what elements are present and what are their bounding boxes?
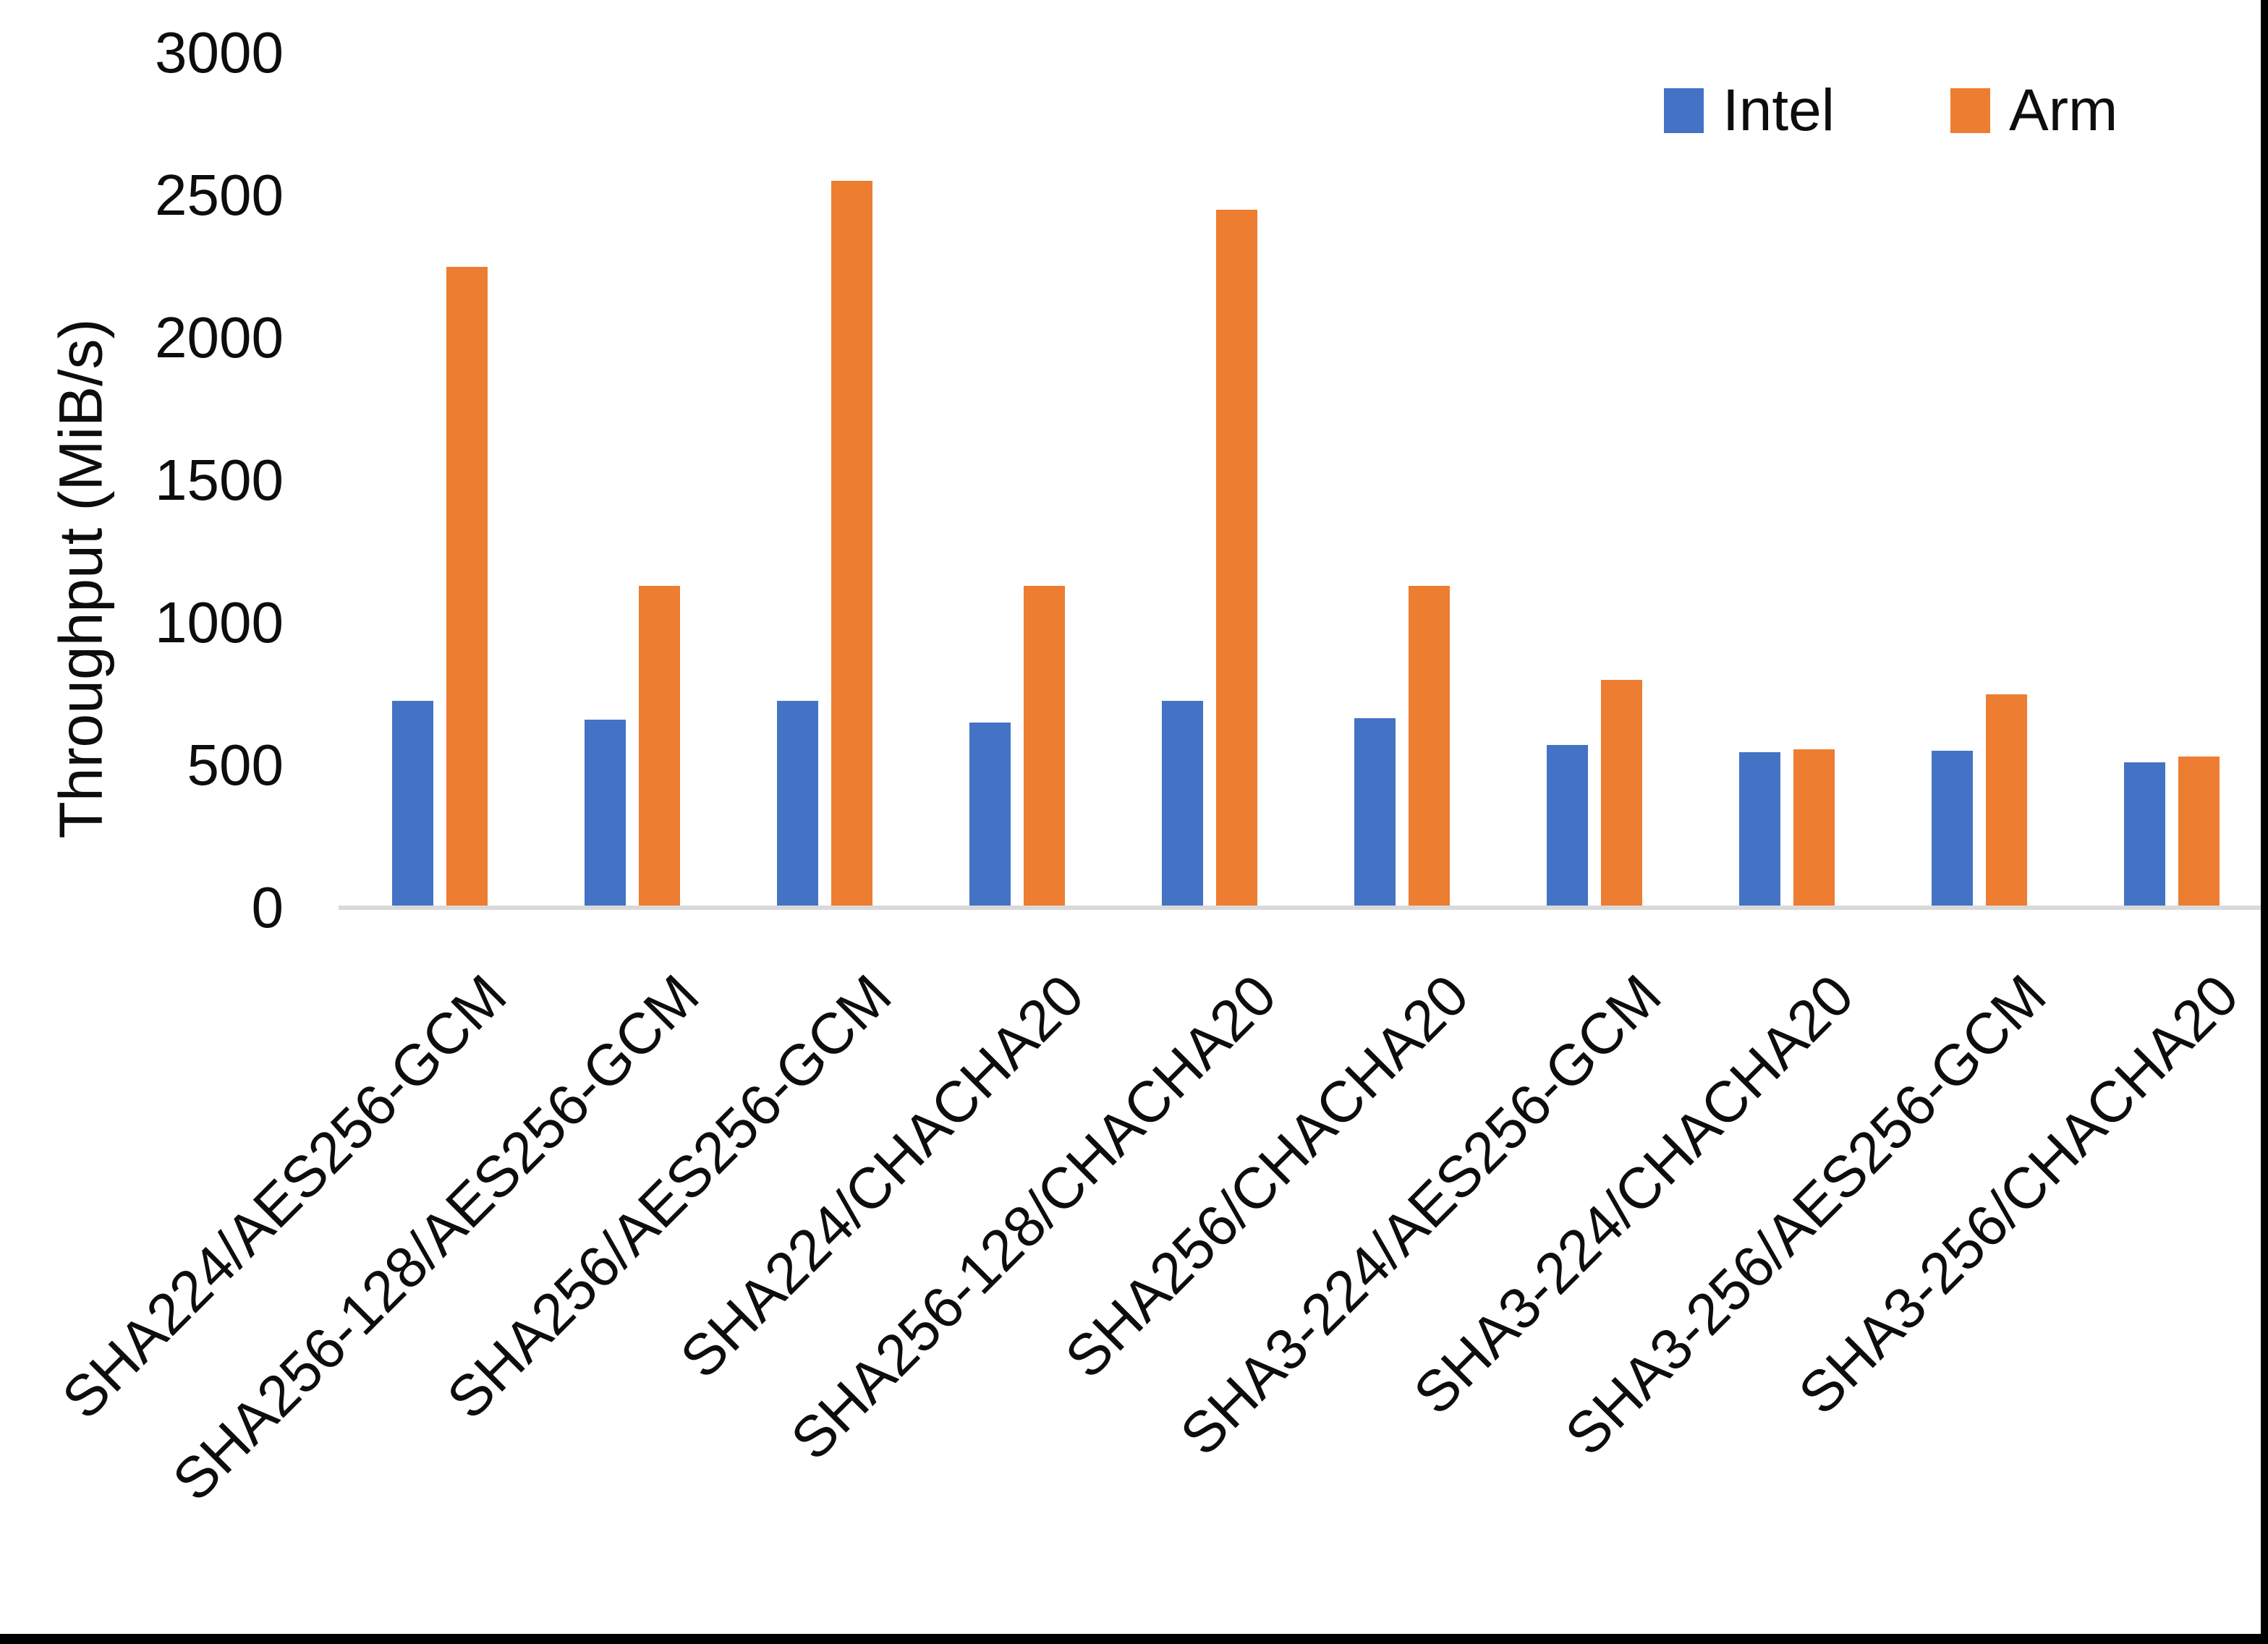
bar-intel-4 (969, 722, 1011, 908)
y-axis-title: Throughput (MiB/s) (46, 318, 115, 839)
bar-intel-2 (585, 719, 626, 908)
bar-arm-5 (1216, 209, 1257, 908)
figure-frame-right (2261, 0, 2268, 1644)
legend-label-arm: Arm (2009, 77, 2118, 143)
legend: Intel Arm (1664, 81, 2118, 140)
x-axis-line (339, 906, 2262, 910)
y-axis-tick-label: 1000 (155, 590, 284, 655)
bar-intel-5 (1162, 701, 1203, 908)
legend-item-intel: Intel (1664, 81, 1835, 140)
y-axis-tick-label: 1500 (155, 448, 284, 512)
bar-intel-8 (1739, 752, 1780, 908)
bar-intel-1 (392, 701, 433, 908)
y-axis-tick-label: 2000 (155, 305, 284, 370)
y-axis-tick-label: 3000 (155, 20, 284, 85)
bar-arm-7 (1601, 679, 1642, 908)
bar-arm-6 (1409, 585, 1450, 908)
bar-intel-7 (1547, 745, 1588, 908)
y-axis-tick-label: 0 (251, 875, 284, 940)
bar-arm-2 (639, 585, 680, 908)
bar-arm-1 (446, 266, 488, 908)
legend-label-intel: Intel (1723, 77, 1835, 143)
y-axis-tick-label: 2500 (155, 163, 284, 227)
y-axis-tick-label: 500 (187, 733, 284, 797)
bar-arm-10 (2178, 757, 2220, 908)
bar-intel-9 (1932, 751, 1973, 908)
bar-intel-3 (777, 701, 818, 908)
intel-series-swatch-icon (1664, 88, 1704, 133)
legend-item-arm: Arm (1950, 81, 2118, 140)
bar-arm-3 (831, 181, 872, 908)
bar-intel-10 (2124, 762, 2165, 908)
bar-arm-9 (1986, 694, 2027, 908)
bar-intel-6 (1354, 717, 1396, 908)
bar-arm-4 (1024, 585, 1065, 908)
bar-arm-8 (1793, 749, 1835, 908)
figure-frame-bottom (0, 1634, 2268, 1644)
arm-series-swatch-icon (1950, 88, 1990, 133)
